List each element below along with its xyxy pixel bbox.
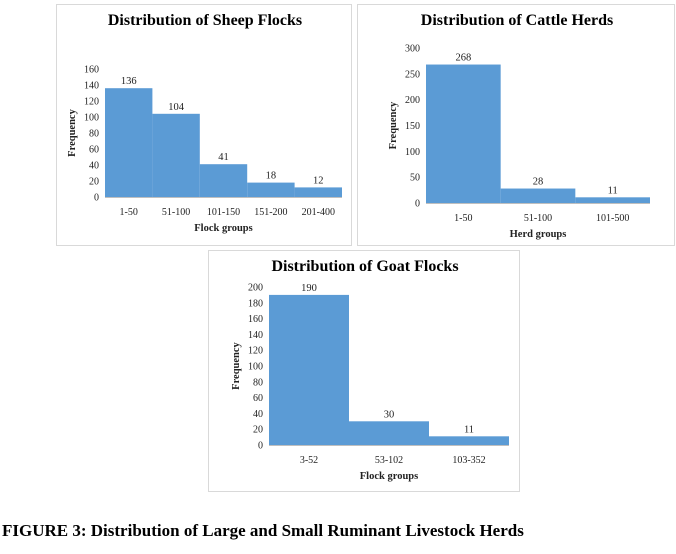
sheep-y-tick: 100 <box>84 113 99 124</box>
cattle-chart-panel: Distribution of Cattle Herds 0 50 100 150 200… <box>357 4 675 246</box>
cattle-y-tick: 50 <box>410 173 420 184</box>
sheep-data-label: 18 <box>266 171 277 182</box>
sheep-x-tick: 201-400 <box>302 207 335 218</box>
sheep-chart: Distribution of Sheep Flocks 0 20 40 60 80 100… <box>67 12 342 234</box>
sheep-bar <box>247 182 295 197</box>
cattle-y-tick: 300 <box>405 44 420 55</box>
sheep-y-tick: 140 <box>84 81 99 92</box>
sheep-y-tick: 40 <box>89 161 99 172</box>
cattle-bar <box>426 64 501 204</box>
goat-bar <box>269 294 349 445</box>
cattle-y-tick: 150 <box>405 121 420 132</box>
sheep-y-tick: 20 <box>89 177 99 188</box>
sheep-y-tick: 120 <box>84 97 99 108</box>
goat-y-axis-label: Frequency <box>231 341 242 389</box>
cattle-chart-title: Distribution of Cattle Herds <box>421 12 613 29</box>
sheep-chart-title: Distribution of Sheep Flocks <box>108 12 302 29</box>
sheep-y-tick: 0 <box>94 193 99 204</box>
goat-y-tick: 200 <box>248 283 263 294</box>
goat-y-tick: 120 <box>248 346 263 357</box>
sheep-bar <box>199 164 248 197</box>
cattle-y-tick: 250 <box>405 69 420 80</box>
cattle-y-tick: 100 <box>405 147 420 158</box>
sheep-y-tick: 60 <box>89 145 99 156</box>
sheep-x-tick: 101-150 <box>207 207 240 218</box>
goat-x-tick: 3-52 <box>300 455 318 466</box>
cattle-y-axis-label: Frequency <box>388 101 399 149</box>
cattle-bar <box>500 188 576 203</box>
goat-y-tick: 40 <box>253 409 263 420</box>
cattle-x-tick: 101-500 <box>596 213 629 224</box>
sheep-data-label: 12 <box>313 175 324 186</box>
cattle-y-tick: 200 <box>405 95 420 106</box>
sheep-data-label: 41 <box>218 152 229 163</box>
goat-y-tick: 140 <box>248 330 263 341</box>
goat-y-tick: 80 <box>253 377 263 388</box>
cattle-x-axis-label: Herd groups <box>510 229 567 240</box>
goat-y-tick: 180 <box>248 298 263 309</box>
sheep-x-tick: 151-200 <box>254 207 287 218</box>
cattle-data-label: 268 <box>455 53 471 64</box>
goat-data-label: 11 <box>464 424 474 435</box>
sheep-x-axis-label: Flock groups <box>194 223 252 234</box>
sheep-bar <box>152 113 200 197</box>
sheep-x-tick: 1-50 <box>120 207 138 218</box>
goat-x-axis-label: Flock groups <box>360 471 418 482</box>
goat-y-tick: 0 <box>258 441 263 452</box>
cattle-x-tick: 1-50 <box>454 213 472 224</box>
goat-chart-panel: Distribution of Goat Flocks 0 20 40 60 80 100 1… <box>208 250 520 492</box>
cattle-y-tick: 0 <box>415 199 420 210</box>
sheep-y-tick: 160 <box>84 65 99 76</box>
sheep-data-label: 136 <box>121 76 137 87</box>
goat-y-tick: 60 <box>253 393 263 404</box>
goat-x-tick: 53-102 <box>375 455 403 466</box>
sheep-data-label: 104 <box>168 102 185 113</box>
goat-chart-title: Distribution of Goat Flocks <box>271 258 458 275</box>
goat-data-label: 30 <box>384 409 395 420</box>
goat-y-tick: 20 <box>253 425 263 436</box>
cattle-data-label: 11 <box>608 185 618 196</box>
goat-chart: Distribution of Goat Flocks 0 20 40 60 80 100 1… <box>231 258 509 482</box>
sheep-y-tick: 80 <box>89 129 99 140</box>
sheep-chart-panel: Distribution of Sheep Flocks 0 20 40 60 80 100… <box>56 4 352 246</box>
sheep-bar <box>294 187 342 197</box>
sheep-y-axis-label: Frequency <box>67 108 78 156</box>
sheep-bar <box>105 88 153 197</box>
goat-x-tick: 103-352 <box>452 455 485 466</box>
sheep-x-tick: 51-100 <box>162 207 190 218</box>
goat-bar <box>349 421 429 445</box>
goat-data-label: 190 <box>301 283 317 294</box>
goat-y-tick: 160 <box>248 314 263 325</box>
goat-y-tick: 100 <box>248 362 263 373</box>
cattle-bar <box>575 197 650 203</box>
cattle-x-tick: 51-100 <box>524 213 552 224</box>
goat-bar <box>429 436 509 445</box>
cattle-chart: Distribution of Cattle Herds 0 50 100 150 200… <box>388 12 650 240</box>
figure-caption: FIGURE 3: Distribution of Large and Smal… <box>2 521 524 540</box>
cattle-data-label: 28 <box>533 177 544 188</box>
